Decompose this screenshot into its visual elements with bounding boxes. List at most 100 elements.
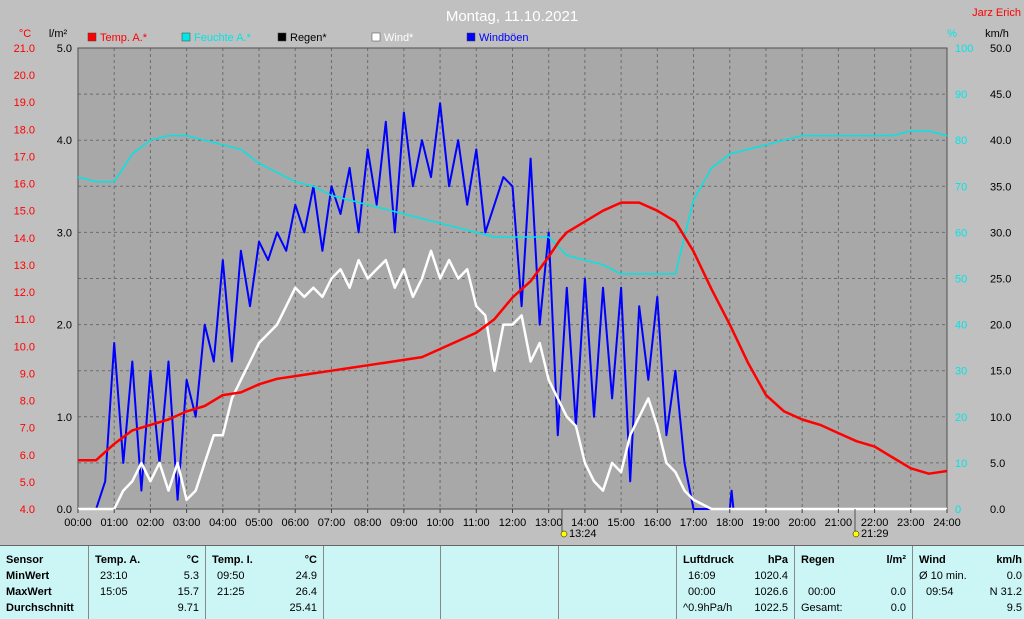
- temp-a-min: 5.3: [183, 570, 199, 582]
- wind-tick-label: 50.0: [990, 43, 1011, 55]
- legend-label: Feuchte A.*: [194, 32, 252, 44]
- temp-tick-label: 5.0: [20, 477, 35, 489]
- time-tick-label: 05:00: [245, 517, 273, 529]
- hum-tick-label: 100: [955, 43, 973, 55]
- wind-mean: 9.5: [1006, 602, 1022, 614]
- time-tick-label: 11:00: [463, 517, 490, 529]
- time-tick-label: 19:00: [752, 517, 780, 529]
- hum-tick-label: 80: [955, 135, 967, 147]
- hum-axis-unit: %: [947, 28, 957, 40]
- time-tick-label: 08:00: [354, 517, 382, 529]
- rain-total-label: Gesamt:: [801, 602, 843, 614]
- temp-tick-label: 6.0: [20, 450, 35, 462]
- temp-a-header: Temp. A.: [95, 554, 141, 566]
- sunset-time: 21:29: [861, 528, 889, 540]
- wind-tick-label: 5.0: [990, 458, 1005, 470]
- stats-table: Sensor MinWert MaxWert Durchschnitt Temp…: [0, 545, 1024, 619]
- temp-a-unit: °C: [186, 554, 199, 566]
- temp-i-min: 24.9: [295, 570, 317, 582]
- time-tick-label: 09:00: [390, 517, 418, 529]
- sunrise-icon: [560, 530, 568, 538]
- hum-tick-label: 0: [955, 504, 961, 516]
- legend-swatch: [87, 32, 97, 42]
- row-label-avg: Durchschnitt: [6, 602, 74, 614]
- sensor-column: Sensor MinWert MaxWert Durchschnitt: [0, 546, 89, 619]
- series-wind: [78, 249, 947, 511]
- temp-i-avg: 25.41: [289, 602, 317, 614]
- wind-axis-unit: km/h: [985, 28, 1009, 40]
- wind-column: Wind km/h Ø 10 min. 0.0 09:54 N 31.2 9.5: [913, 546, 1024, 619]
- axis-layer: 21.0 20.0 19.0 18.0 17.0 16.0 15.0 14.0 13.0 12.0…: [14, 43, 1012, 529]
- legend-swatch: [371, 32, 381, 42]
- temp-tick-label: 13.0: [14, 260, 35, 272]
- hum-tick-label: 20: [955, 412, 967, 424]
- temp-tick-label: 10.0: [14, 341, 35, 353]
- legend-label: Temp. A.*: [100, 32, 148, 44]
- row-label-min: MinWert: [6, 570, 50, 582]
- temp-tick-label: 8.0: [20, 396, 35, 408]
- hum-tick-label: 90: [955, 89, 967, 101]
- empty-column-1: [324, 546, 441, 619]
- sunset-marker: 21:29: [852, 509, 889, 540]
- empty-column-2: [441, 546, 559, 619]
- hum-tick-label: 70: [955, 181, 967, 193]
- time-tick-label: 07:00: [318, 517, 346, 529]
- pressure-trend-value: 1022.5: [754, 602, 788, 614]
- temp-i-max: 26.4: [295, 586, 317, 598]
- hum-tick-label: 30: [955, 366, 967, 378]
- temp-i-header: Temp. I.: [212, 554, 253, 566]
- pressure-max: 1026.6: [754, 586, 788, 598]
- pressure-trend-label: ^0.9hPa/h: [683, 602, 733, 614]
- legend-label: Regen*: [290, 32, 327, 44]
- series-tempa: [78, 201, 948, 475]
- chart-title: Montag, 11.10.2021: [446, 8, 578, 25]
- wind-tick-label: 35.0: [990, 181, 1011, 193]
- rain-header: Regen: [801, 554, 835, 566]
- rain-total: 0.0: [890, 602, 906, 614]
- legend-swatch: [277, 32, 287, 42]
- time-tick-label: 03:00: [173, 517, 201, 529]
- temp-i-max-time: 21:25: [217, 586, 245, 598]
- legend-swatch: [181, 32, 191, 42]
- temp-a-column: Temp. A. °C 23:10 5.3 15:05 15.7 9.71: [89, 546, 206, 619]
- time-tick-label: 00:00: [64, 517, 92, 529]
- time-tick-label: 13:00: [535, 517, 563, 529]
- wind-tick-label: 0.0: [990, 504, 1005, 516]
- pressure-header: Luftdruck: [683, 554, 734, 566]
- row-label-max: MaxWert: [6, 586, 52, 598]
- temp-tick-label: 18.0: [14, 124, 35, 136]
- temp-tick-label: 16.0: [14, 179, 35, 191]
- temp-tick-label: 11.0: [14, 314, 35, 326]
- wind-unit: km/h: [996, 554, 1022, 566]
- station-name: Jarz Erich: [972, 7, 1021, 19]
- sunrise-marker: 13:24: [560, 509, 597, 540]
- temp-tick-label: 14.0: [14, 233, 35, 245]
- temp-i-column: Temp. I. °C 09:50 24.9 21:25 26.4 25.41: [206, 546, 324, 619]
- time-tick-label: 16:00: [644, 517, 672, 529]
- temp-tick-label: 19.0: [14, 97, 35, 109]
- wind-tick-label: 25.0: [990, 274, 1011, 286]
- rain-tick-label: 3.0: [57, 227, 72, 239]
- rain-axis-unit: l/m²: [49, 28, 68, 40]
- rain-tick-label: 5.0: [57, 43, 72, 55]
- hum-tick-label: 40: [955, 320, 967, 332]
- temp-tick-label: 7.0: [20, 423, 35, 435]
- wind-tick-label: 15.0: [990, 366, 1011, 378]
- time-tick-label: 01:00: [100, 517, 128, 529]
- rain-tick-label: 0.0: [57, 504, 72, 516]
- sunset-icon: [852, 530, 860, 538]
- weather-chart: 21.0 20.0 19.0 18.0 17.0 16.0 15.0 14.0 13.0 12.0…: [14, 7, 1021, 540]
- temp-tick-label: 20.0: [14, 70, 35, 82]
- temp-axis-unit: °C: [19, 28, 31, 40]
- time-tick-label: 14:00: [571, 517, 599, 529]
- temp-tick-label: 4.0: [20, 504, 35, 516]
- temp-a-min-time: 23:10: [100, 570, 128, 582]
- time-tick-label: 17:00: [680, 517, 708, 529]
- wind-tick-label: 30.0: [990, 227, 1011, 239]
- pressure-min: 1020.4: [754, 570, 788, 582]
- pressure-min-time: 16:09: [688, 570, 716, 582]
- temp-tick-label: 17.0: [14, 151, 35, 163]
- rain-column: Regen l/m² 00:00 0.0 Gesamt: 0.0: [795, 546, 913, 619]
- temp-a-avg: 9.71: [177, 602, 199, 614]
- rain-unit: l/m²: [886, 554, 906, 566]
